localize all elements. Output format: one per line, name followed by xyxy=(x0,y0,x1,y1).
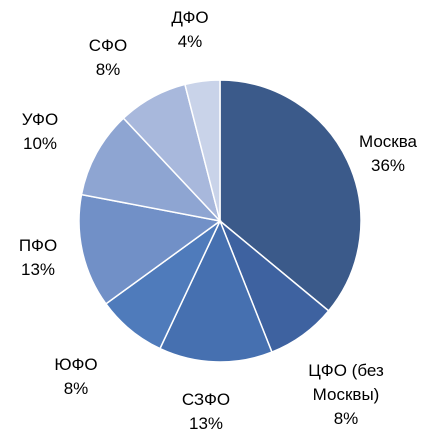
value-label: 8% xyxy=(333,409,359,428)
slice-label: СФО 8% xyxy=(78,34,138,82)
pie-slice xyxy=(78,193,222,305)
value-label: 13% xyxy=(20,260,56,279)
value-label: 36% xyxy=(370,156,406,175)
category-label: Москва xyxy=(358,132,418,151)
pie-slice xyxy=(219,79,362,312)
value-label: 8% xyxy=(95,60,121,79)
category-label: СЗФО xyxy=(181,390,231,409)
slice-label: ПФО 13% xyxy=(8,234,68,282)
slice-label: Москва 36% xyxy=(343,130,433,178)
value-label: 4% xyxy=(177,32,203,51)
category-label: ЦФО (без Москвы) xyxy=(308,361,384,404)
slice-label: СЗФО 13% xyxy=(166,388,246,436)
value-label: 8% xyxy=(63,379,89,398)
pie-slice xyxy=(184,79,221,222)
value-label: 10% xyxy=(22,134,58,153)
category-label: ДФО xyxy=(171,8,209,27)
slice-label: ЮФО 8% xyxy=(46,353,106,401)
category-label: ЮФО xyxy=(54,355,98,374)
category-label: ПФО xyxy=(18,236,58,255)
pie-slice xyxy=(80,117,223,223)
value-label: 13% xyxy=(188,414,224,433)
category-label: УФО xyxy=(21,110,59,129)
slice-label: УФО 10% xyxy=(10,108,70,156)
slice-label: ДФО 4% xyxy=(160,6,220,54)
pie-slice xyxy=(158,219,273,363)
slice-label: ЦФО (без Москвы) 8% xyxy=(291,359,401,431)
category-label: СФО xyxy=(88,36,128,55)
